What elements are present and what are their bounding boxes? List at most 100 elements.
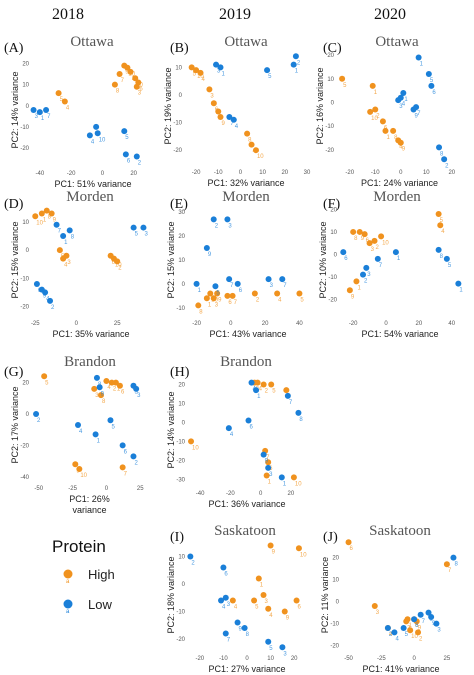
panel-5-point-high <box>224 292 231 299</box>
panel-8-point-low <box>260 451 267 458</box>
panel-10-ylabel: PC2: 11% variance <box>320 557 330 633</box>
panel-7-point-label: 7 <box>124 471 128 477</box>
panel-3-point-label: 1 <box>374 90 378 96</box>
panel-10-point-label: 2 <box>419 636 423 642</box>
year-label-2019: 2019 <box>219 6 251 23</box>
panel-5-ytick: 30 <box>178 210 185 216</box>
panel-4-letter: (D) <box>4 197 24 212</box>
panel-2-point-label: 5 <box>193 71 197 77</box>
panel-7-point-low <box>133 385 140 392</box>
panel-1-xtick: 20 <box>130 171 137 177</box>
panel-1-point-low <box>121 128 128 135</box>
panel-10-point-label: 7 <box>422 619 426 625</box>
panel-8-point-label: 1 <box>268 480 272 486</box>
panel-10-point-label: 2 <box>389 632 393 638</box>
panel-6-point-label: 1 <box>459 288 463 294</box>
panel-10-point-label: 1 <box>409 623 413 629</box>
panel-7-point-label: 9 <box>101 391 105 397</box>
panel-10-ytick: 0 <box>336 600 340 606</box>
panel-8-ytick: -10 <box>176 439 185 445</box>
panel-9-point-label: 5 <box>269 646 273 652</box>
panel-1-xtick: 0 <box>101 171 105 177</box>
panel-7-point-low <box>96 384 103 391</box>
panel-4-point-label: 5 <box>135 232 139 238</box>
panel-10-point-low <box>384 625 391 631</box>
panel-3-point-label: 9 <box>402 147 406 153</box>
panel-7-point-label: 6 <box>124 449 128 455</box>
panel-4-point-label: 1 <box>64 240 68 246</box>
panel-3-point-label: 1 <box>420 61 424 67</box>
panel-9-ytick: 0 <box>182 582 186 588</box>
panel-3-xtick: -20 <box>345 170 354 176</box>
panel-6-point-low <box>455 280 462 287</box>
panel-3-point-high <box>339 75 346 82</box>
panel-8-point-label: 4 <box>230 432 234 438</box>
panel-5-point-label: 5 <box>216 290 220 296</box>
panel-10-point-label: 5 <box>405 632 409 638</box>
panel-3-point-label: 4 <box>399 144 403 150</box>
panel-10-ytick: -10 <box>330 622 339 628</box>
panel-8-point-label: 3 <box>269 472 273 478</box>
panel-4-point-label: 2 <box>118 265 122 271</box>
panel-1-point-label: 9 <box>125 70 129 76</box>
panel-6-point-low <box>435 246 442 253</box>
panel-6-point-label: 10 <box>382 240 389 246</box>
panel-6-point-label: 5 <box>448 263 452 269</box>
panel-10-xtick: -25 <box>377 656 386 662</box>
panel-2-point-high <box>193 67 200 74</box>
panel-6-ylabel: PC2: 10% variance <box>318 221 328 298</box>
panel-7-point-label: 3 <box>137 393 141 399</box>
panel-9-xtick: -10 <box>219 656 228 662</box>
panel-3-point-label: 1 <box>404 97 408 103</box>
panel-1-letter: (A) <box>4 41 24 56</box>
panel-5-point-label: 3 <box>215 302 219 308</box>
panel-2-ytick: 10 <box>175 65 182 71</box>
panel-8-point-low <box>284 392 291 399</box>
panel-3-point-label: 10 <box>371 116 378 122</box>
panel-4-point-low <box>47 297 54 304</box>
panel-2-point-high <box>252 147 259 154</box>
panel-2-title: Ottawa <box>224 34 268 50</box>
panel-2-point-low <box>226 114 233 121</box>
panel-7-point-low <box>33 411 40 417</box>
panel-3-point-high <box>390 127 397 134</box>
panel-7-point-label: 10 <box>80 473 87 479</box>
panel-9-point-label: 9 <box>239 627 243 633</box>
panel-5-point-low <box>210 216 217 223</box>
panel-3-point-low <box>425 71 432 78</box>
panel-8-point-low <box>245 417 252 424</box>
panel-8-point-label: 10 <box>192 445 199 451</box>
panel-2-point-label: 7 <box>230 121 234 127</box>
panel-6-point-high <box>353 278 360 285</box>
panel-9-point-high <box>267 542 274 549</box>
panel-8-point-low <box>278 474 285 481</box>
panel-6-point-label: 3 <box>367 272 371 278</box>
panel-7-point-low <box>130 453 137 460</box>
panel-7-point-label: 8 <box>102 399 106 405</box>
panel-4-point-low <box>140 224 147 231</box>
panel-5-point-high <box>207 290 214 297</box>
panel-4-point-high <box>43 207 50 214</box>
panel-3-xtick: -10 <box>371 170 380 176</box>
panel-9-point-low <box>218 597 225 604</box>
panel-5-point-label: 1 <box>208 302 212 308</box>
panel-4-point-low <box>130 224 137 231</box>
panel-5-point-high <box>274 290 281 297</box>
panel-6-xtick: 0 <box>384 321 388 327</box>
panel-4-point-label: 8 <box>71 234 75 240</box>
panel-3-point-label: 3 <box>399 104 403 110</box>
panel-3-point-low <box>397 94 404 101</box>
panel-8-point-label: 7 <box>266 455 270 461</box>
panel-2-xtick: 20 <box>281 170 288 176</box>
panel-3-point-label: 2 <box>445 163 449 169</box>
panel-10-point-label: 3 <box>376 610 380 616</box>
panel-4-title: Morden <box>66 189 114 205</box>
panel-7-point-label: 5 <box>111 424 115 430</box>
panel-4-point-high <box>32 213 39 220</box>
panel-6-point-label: 5 <box>440 218 444 224</box>
panel-2-xtick: -10 <box>214 170 223 176</box>
panel-4-xtick: -25 <box>31 321 40 327</box>
panel-10-ytick: 20 <box>332 556 339 562</box>
panel-7-point-high <box>112 379 119 386</box>
panel-5-point-high <box>251 290 258 297</box>
